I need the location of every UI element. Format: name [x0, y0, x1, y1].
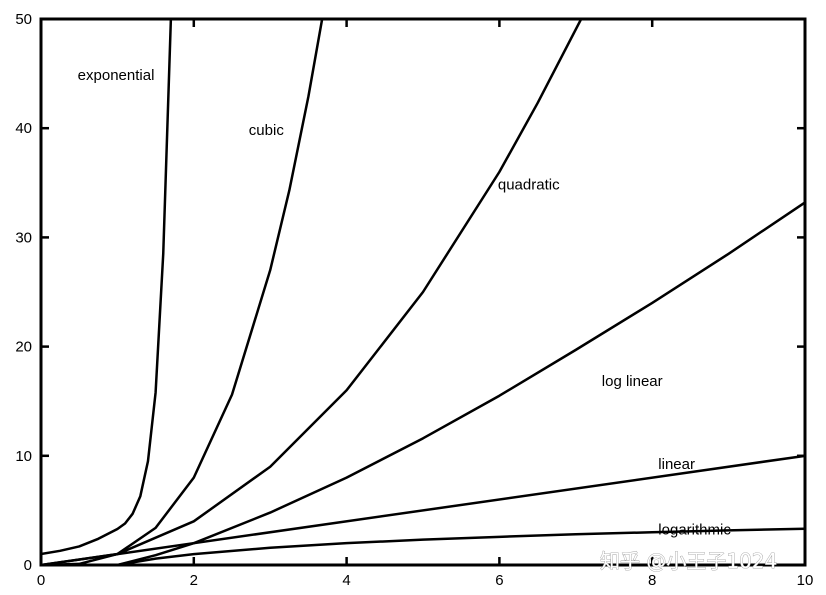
x-tick-label-6: 6 — [495, 572, 503, 589]
y-tick-label-10: 10 — [15, 448, 32, 465]
x-tick-label-4: 4 — [342, 572, 350, 589]
series-label-cubic: cubic — [249, 122, 285, 139]
y-tick-label-0: 0 — [24, 557, 32, 574]
watermark-text: 知乎 @小王子1024 — [600, 549, 777, 573]
series-label-exponential: exponential — [78, 67, 155, 84]
series-line-log-linear — [116, 201, 805, 565]
series-label-linear: linear — [658, 456, 695, 473]
x-tick-label-10: 10 — [797, 572, 814, 589]
plot-frame — [39, 17, 807, 567]
series-line-linear — [41, 454, 805, 565]
y-tick-label-30: 30 — [15, 229, 32, 246]
curves-group — [41, 19, 805, 565]
y-tick-label-40: 40 — [15, 120, 32, 137]
tick-labels-group: 0 2 4 6 8 10 0 10 20 30 40 50 — [15, 11, 813, 589]
series-line-logarithmic — [116, 527, 805, 565]
y-tick-label-50: 50 — [15, 11, 32, 28]
series-label-logarithmic: logarithmic — [658, 521, 731, 538]
x-tick-label-8: 8 — [648, 572, 656, 589]
series-label-log-linear: log linear — [602, 373, 663, 390]
series-line-cubic — [41, 19, 324, 565]
y-tick-label-20: 20 — [15, 339, 32, 356]
x-tick-label-0: 0 — [37, 572, 45, 589]
ticks-group — [39, 17, 807, 567]
series-line-quadratic — [41, 19, 583, 565]
x-tick-label-2: 2 — [190, 572, 198, 589]
series-line-exponential — [41, 19, 173, 556]
series-labels-group: exponential cubic quadratic log linear linea… — [78, 67, 732, 538]
series-label-quadratic: quadratic — [498, 176, 560, 193]
